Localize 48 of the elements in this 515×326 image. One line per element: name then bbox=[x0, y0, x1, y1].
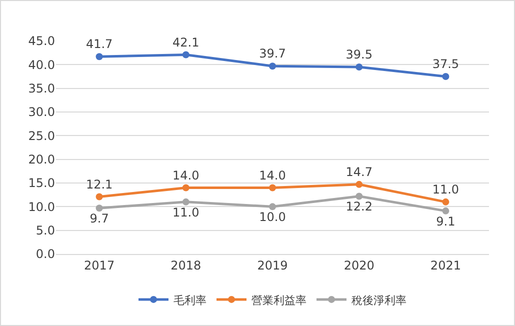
y-tick-label: 15.0 bbox=[28, 176, 55, 190]
legend-label: 營業利益率 bbox=[252, 294, 306, 307]
point bbox=[96, 193, 103, 200]
data-label: 14.0 bbox=[259, 168, 286, 182]
data-label: 12.2 bbox=[346, 200, 372, 214]
point bbox=[442, 207, 450, 214]
data-label: 12.1 bbox=[86, 177, 113, 192]
y-tick-label: 35.0 bbox=[28, 82, 55, 96]
point bbox=[442, 198, 450, 206]
point bbox=[269, 184, 276, 192]
point bbox=[182, 198, 190, 206]
data-label: 39.5 bbox=[346, 48, 372, 62]
x-tick-label: 2017 bbox=[84, 258, 115, 272]
y-tick-label: 20.0 bbox=[28, 152, 55, 167]
point bbox=[356, 192, 363, 200]
data-label: 39.7 bbox=[259, 46, 286, 61]
y-tick-label: 10.0 bbox=[28, 200, 55, 214]
point bbox=[96, 53, 103, 60]
point bbox=[356, 180, 363, 188]
point bbox=[182, 51, 190, 58]
point bbox=[269, 62, 276, 70]
data-label: 41.7 bbox=[86, 37, 113, 52]
y-tick-label: 5.0 bbox=[36, 224, 55, 238]
x-tick-label: 2020 bbox=[344, 258, 374, 272]
x-tick-label: 2019 bbox=[257, 258, 288, 272]
legend-label: 毛利率 bbox=[174, 294, 206, 307]
y-tick-label: 25.0 bbox=[28, 128, 55, 143]
point bbox=[182, 184, 190, 192]
data-label: 14.7 bbox=[346, 165, 372, 180]
data-label: 9.1 bbox=[436, 214, 456, 228]
y-tick-label: 0.0 bbox=[36, 247, 55, 262]
legend-label: 稅後淨利率 bbox=[352, 294, 406, 307]
data-label: 11.0 bbox=[172, 205, 200, 220]
data-label: 11.0 bbox=[432, 182, 460, 197]
y-tick-label: 30.0 bbox=[28, 105, 55, 120]
data-label: 14.0 bbox=[172, 168, 200, 182]
y-tick-label: 45.0 bbox=[28, 34, 55, 48]
x-tick-label: 2021 bbox=[430, 258, 461, 272]
data-label: 9.7 bbox=[90, 211, 109, 226]
data-label: 42.1 bbox=[172, 35, 200, 50]
data-label: 10.0 bbox=[259, 210, 286, 224]
data-label: 37.5 bbox=[432, 57, 460, 72]
point bbox=[269, 203, 276, 210]
point bbox=[356, 64, 363, 71]
point bbox=[96, 204, 103, 212]
y-tick-label: 40.0 bbox=[28, 58, 55, 72]
x-tick-label: 2018 bbox=[170, 258, 202, 272]
point bbox=[442, 73, 450, 80]
